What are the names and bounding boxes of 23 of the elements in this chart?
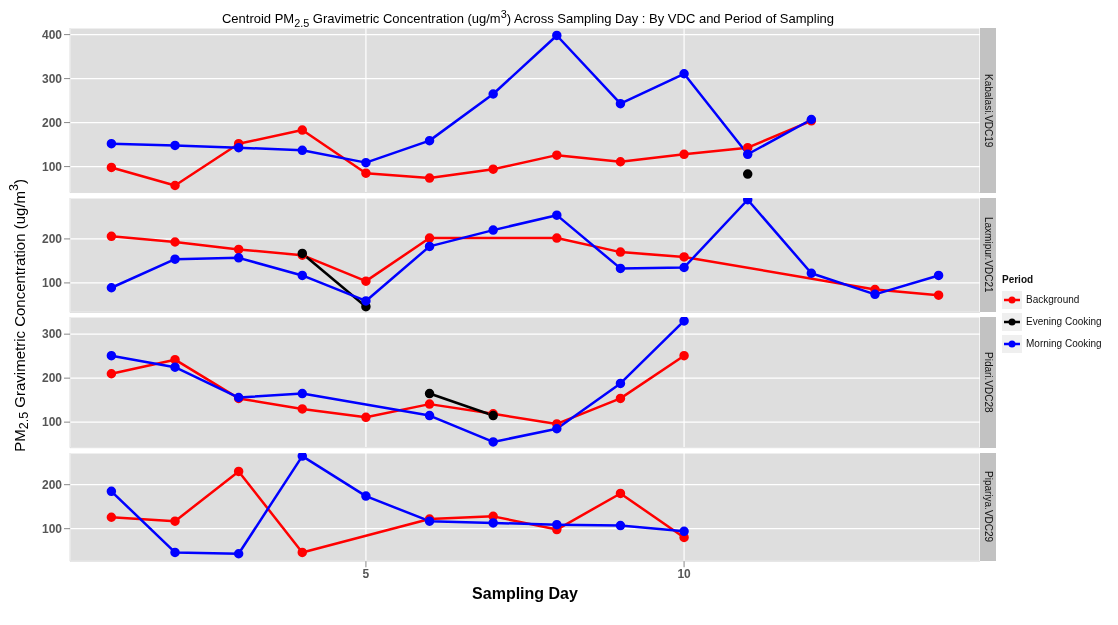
x-axis-title: Sampling Day bbox=[471, 584, 579, 603]
y-tick-label: 200 bbox=[42, 477, 63, 492]
y-tick-label: 300 bbox=[42, 71, 63, 86]
legend-title: Period bbox=[1002, 273, 1035, 285]
chart-title: Centroid PM$_{2.5}$ Gravimetric Concentration (ug/m$^{3}$) Across Sampling Day : By VDC and Period of Sampling bbox=[220, 8, 836, 29]
y-tick-label: 100 bbox=[42, 415, 63, 430]
y-tick-label: 100 bbox=[42, 521, 63, 536]
x-tick-label: 5 bbox=[362, 566, 370, 581]
text: Kabalasi.VDC19 bbox=[982, 73, 994, 147]
y-tick-label: 200 bbox=[42, 231, 63, 246]
legend-label: Evening Cooking bbox=[1026, 316, 1102, 328]
y-tick-label: 100 bbox=[42, 159, 63, 174]
text: Pidari.VDC28 bbox=[982, 351, 994, 413]
legend-label: Morning Cooking bbox=[1026, 338, 1102, 350]
x-tick-label: 10 bbox=[677, 566, 692, 581]
y-tick-label: 200 bbox=[42, 115, 63, 130]
y-tick-label: 200 bbox=[42, 371, 63, 386]
y-tick-label: 400 bbox=[42, 27, 63, 42]
legend-label: Background bbox=[1026, 294, 1080, 306]
text: Pipariya.VDC29 bbox=[982, 471, 994, 543]
text: Laxmipur.VDC21 bbox=[982, 216, 994, 293]
y-tick-label: 300 bbox=[42, 327, 63, 342]
y-tick-label: 100 bbox=[42, 275, 63, 290]
